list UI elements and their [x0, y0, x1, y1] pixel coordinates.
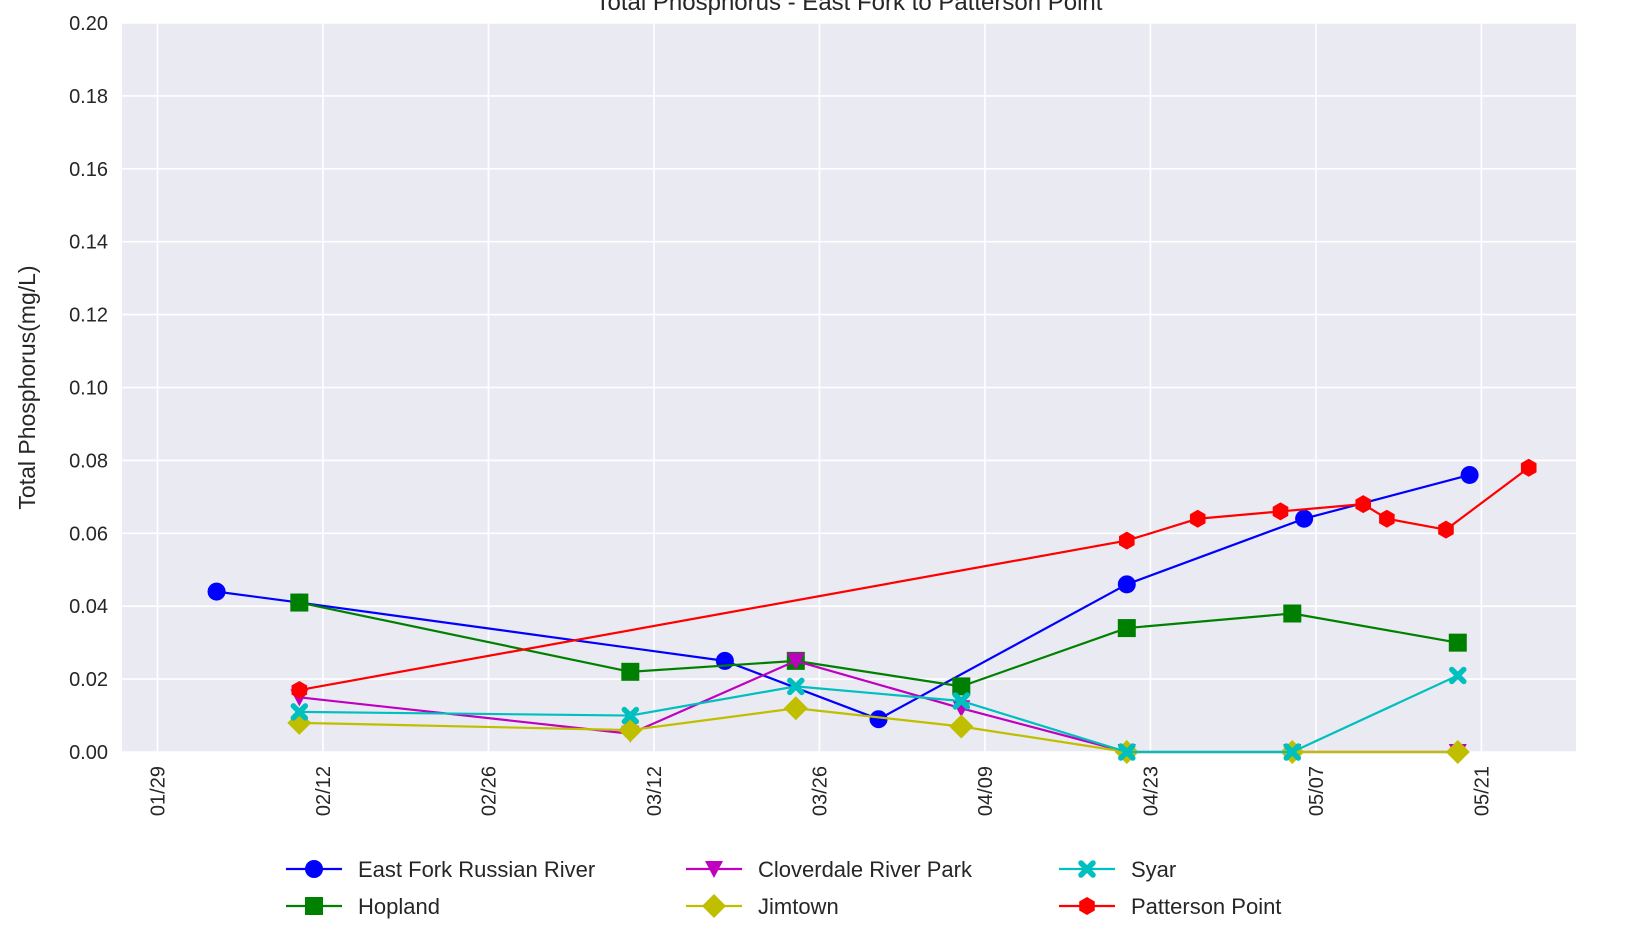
data-point	[1448, 633, 1467, 652]
data-point	[1189, 509, 1206, 528]
data-point	[290, 703, 309, 721]
legend-item-cloverdale-river-park: Cloverdale River Park	[686, 857, 973, 882]
legend-marker	[705, 861, 723, 878]
legend-label: Syar	[1131, 857, 1176, 882]
y-tick-label: 0.00	[69, 742, 108, 764]
data-point	[1119, 531, 1135, 550]
y-axis-title: Total Phosphorus(mg/L)	[14, 265, 40, 509]
data-point	[869, 710, 888, 729]
data-point	[1272, 502, 1289, 521]
data-point	[1117, 619, 1136, 638]
x-tick-label: 01/29	[147, 766, 169, 816]
y-tick-label: 0.08	[69, 450, 108, 472]
data-point	[952, 677, 971, 696]
chart-title: Total Phosphorus - East Fork to Patterso…	[596, 0, 1103, 16]
tick-labels: 0.00 0.02 0.04 0.06 0.08 0.10 0.12 0.14 0.16 0.18…	[69, 13, 1493, 816]
data-point	[783, 696, 808, 721]
legend-label: Hopland	[358, 894, 440, 919]
legend-label: Patterson Point	[1131, 894, 1281, 919]
legend-item-hopland: Hopland	[286, 894, 440, 919]
data-point	[1117, 575, 1136, 594]
x-tick-label: 03/12	[644, 766, 666, 816]
x-tick-label: 02/26	[478, 766, 500, 816]
data-point	[207, 582, 226, 601]
y-tick-label: 0.02	[69, 669, 108, 691]
x-tick-label: 04/23	[1140, 766, 1162, 816]
y-tick-label: 0.12	[69, 305, 108, 327]
x-tick-label: 02/12	[313, 766, 335, 816]
data-point	[1355, 495, 1372, 514]
data-point	[1379, 509, 1395, 528]
series-layer	[207, 458, 1537, 764]
legend-item-east-fork-russian-river: East Fork Russian River	[286, 857, 595, 882]
series-line	[299, 466, 1530, 692]
legend-marker	[1079, 897, 1095, 915]
data-point	[786, 652, 805, 670]
series-patterson-point	[291, 458, 1537, 700]
x-tick-label: 04/09	[975, 766, 997, 816]
data-point	[787, 677, 805, 696]
data-point	[949, 714, 974, 739]
data-point	[1118, 743, 1136, 761]
grid-lines	[122, 22, 1576, 753]
data-point	[291, 681, 308, 700]
data-point	[1295, 509, 1314, 528]
data-point	[621, 706, 640, 725]
legend-marker	[305, 897, 323, 915]
y-tick-label: 0.04	[69, 596, 108, 618]
legend-label: Jimtown	[758, 894, 839, 919]
data-point	[1449, 666, 1467, 685]
legend-item-syar: Syar	[1059, 857, 1176, 882]
data-point	[1283, 604, 1302, 623]
legend-marker	[1078, 860, 1096, 878]
data-point	[1460, 465, 1479, 484]
y-tick-label: 0.18	[69, 86, 108, 108]
data-point	[952, 692, 971, 710]
y-tick-label: 0.14	[69, 232, 108, 254]
legend: East Fork Russian River Hopland Cloverdale…	[286, 857, 1281, 919]
data-point	[1283, 743, 1302, 761]
data-point	[1445, 740, 1470, 764]
data-point	[290, 593, 309, 612]
x-tick-label: 05/07	[1306, 766, 1328, 816]
data-point	[1520, 458, 1537, 477]
data-point	[715, 651, 734, 670]
y-tick-label: 0.06	[69, 523, 108, 545]
y-tick-label: 0.10	[69, 378, 108, 400]
x-tick-label: 05/21	[1471, 766, 1493, 816]
legend-marker	[305, 860, 323, 878]
series-syar	[290, 666, 1467, 761]
y-tick-label: 0.20	[69, 13, 108, 35]
data-point	[1438, 520, 1454, 539]
y-tick-label: 0.16	[69, 159, 108, 181]
data-point	[621, 662, 640, 681]
legend-marker	[702, 894, 726, 918]
legend-label: Cloverdale River Park	[758, 857, 973, 882]
x-tick-label: 03/26	[809, 766, 831, 816]
legend-item-patterson-point: Patterson Point	[1059, 894, 1281, 919]
legend-item-jimtown: Jimtown	[686, 894, 839, 919]
legend-label: East Fork Russian River	[358, 857, 595, 882]
